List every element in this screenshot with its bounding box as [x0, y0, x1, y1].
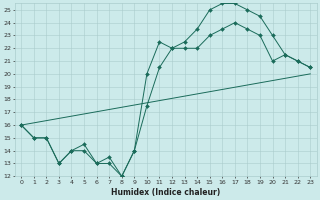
X-axis label: Humidex (Indice chaleur): Humidex (Indice chaleur)	[111, 188, 220, 197]
